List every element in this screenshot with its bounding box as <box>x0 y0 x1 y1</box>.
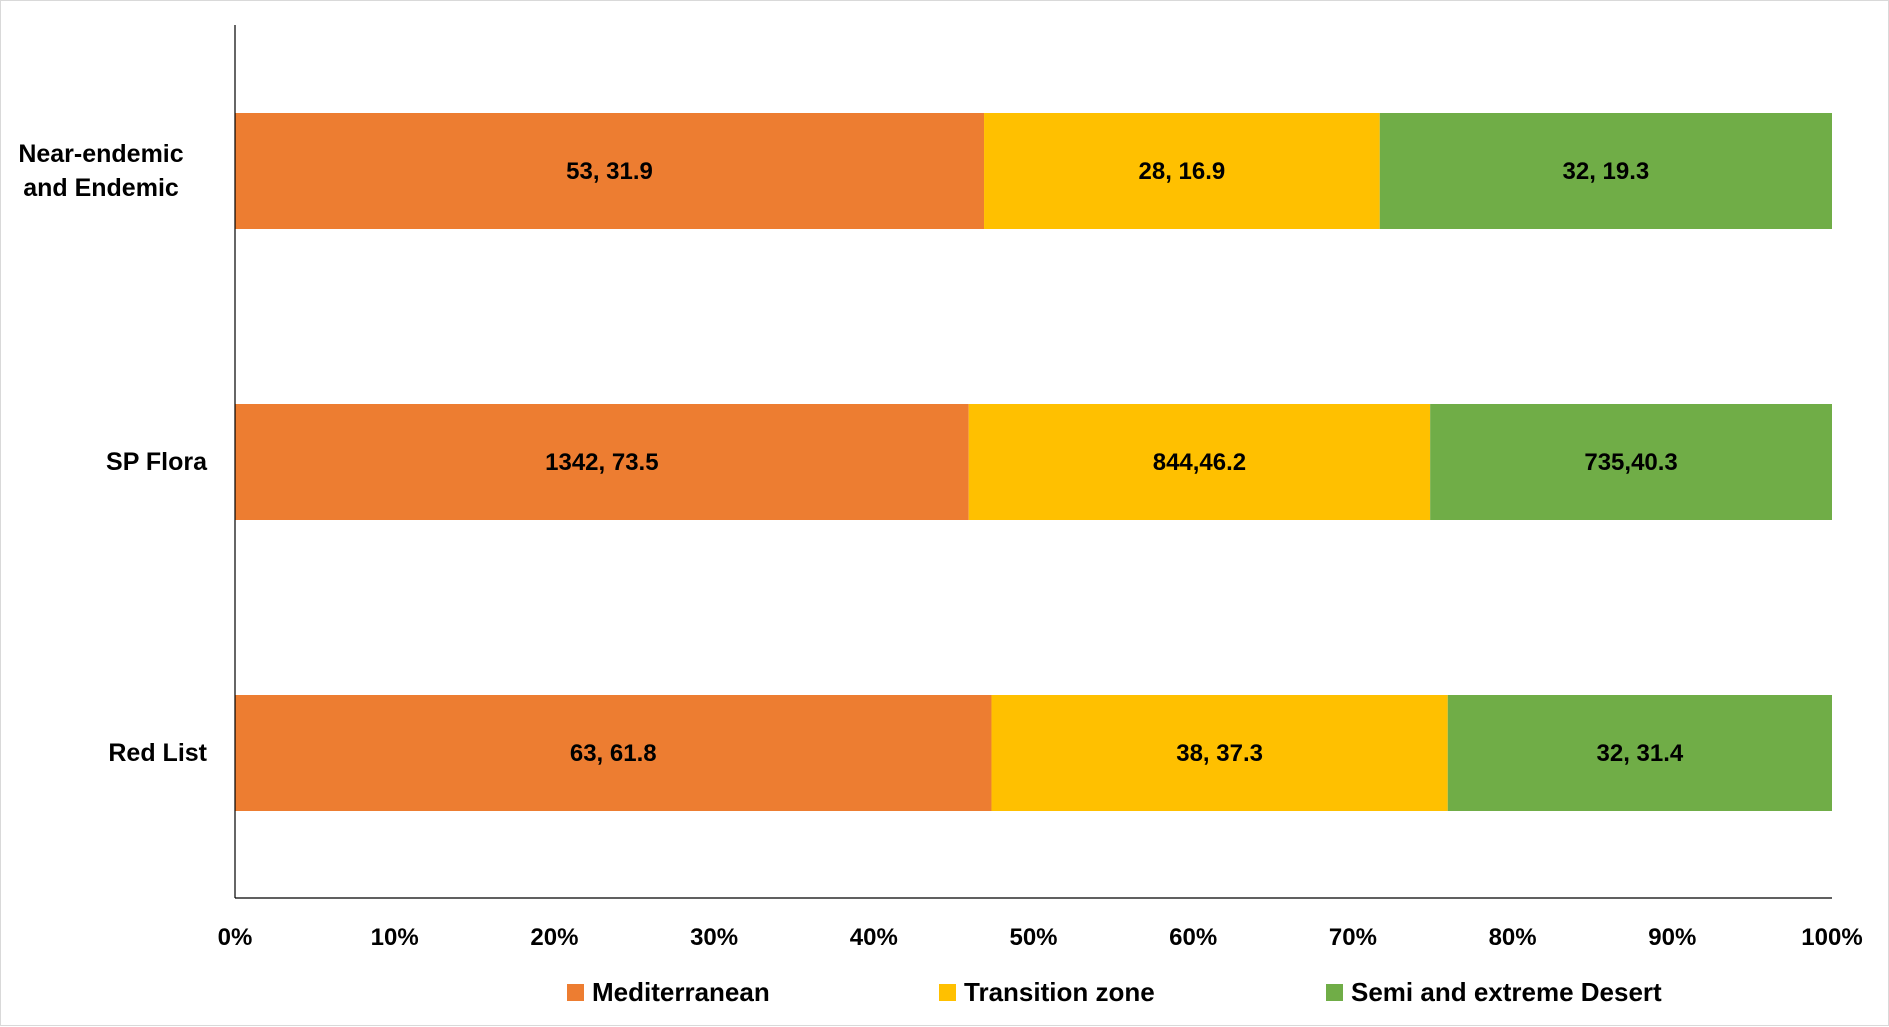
bar-segment-2-3 <box>991 695 1448 811</box>
x-tick-label: 90% <box>1648 924 1696 951</box>
x-tick-label: 30% <box>690 924 738 951</box>
x-tick-label: 100% <box>1801 924 1862 951</box>
legend-swatch-3 <box>1326 984 1343 1001</box>
legend: Mediterranean Transition zone Semi and ext… <box>567 977 1662 1007</box>
bar-segment-3-3 <box>1447 695 1832 811</box>
category-label-1: Near-endemic and Endemic <box>18 140 183 202</box>
data-label-3-2: 735,40.3 <box>1584 449 1677 476</box>
category-labels: Near-endemic and Endemic SP Flora Red List <box>18 140 208 767</box>
bar-segment-3-1 <box>1379 113 1832 229</box>
bar-segment-1-2 <box>235 404 969 520</box>
x-tick-label: 40% <box>850 924 898 951</box>
x-tick-label: 70% <box>1329 924 1377 951</box>
category-label-line: Near-endemic <box>18 140 183 168</box>
legend-label-1: Mediterranean <box>592 977 770 1007</box>
bar-segment-1-1 <box>235 113 985 229</box>
data-label-1-3: 63, 61.8 <box>570 740 657 767</box>
x-tick-label: 60% <box>1169 924 1217 951</box>
bars-layer <box>235 113 1832 811</box>
legend-swatch-2 <box>939 984 956 1001</box>
legend-label-3: Semi and extreme Desert <box>1351 977 1662 1007</box>
data-label-1-1: 53, 31.9 <box>566 158 653 185</box>
bar-segment-1-3 <box>235 695 992 811</box>
data-label-1-2: 1342, 73.5 <box>545 449 658 476</box>
legend-swatch-1 <box>567 984 584 1001</box>
data-label-2-2: 844,46.2 <box>1153 449 1246 476</box>
bar-segment-2-2 <box>968 404 1431 520</box>
category-label-line: Red List <box>108 739 207 767</box>
category-label-3: Red List <box>108 739 207 767</box>
data-labels-layer: 53, 31.9 28, 16.9 32, 19.3 1342, 73.5 844,46… <box>545 158 1684 767</box>
data-label-3-1: 32, 19.3 <box>1563 158 1650 185</box>
legend-label-2: Transition zone <box>964 977 1155 1007</box>
x-tick-labels: 0% 10% 20% 30% 40% 50% 60% 70% 80% 90% 100% <box>218 924 1863 951</box>
bar-segment-2-1 <box>984 113 1380 229</box>
data-label-3-3: 32, 31.4 <box>1597 740 1684 767</box>
category-label-line: SP Flora <box>106 448 208 476</box>
category-label-2: SP Flora <box>106 448 208 476</box>
x-tick-label: 20% <box>530 924 578 951</box>
category-label-line: and Endemic <box>23 174 179 202</box>
x-tick-label: 50% <box>1009 924 1057 951</box>
x-tick-label: 10% <box>371 924 419 951</box>
bar-segment-3-2 <box>1430 404 1832 520</box>
data-label-2-3: 38, 37.3 <box>1176 740 1263 767</box>
data-label-2-1: 28, 16.9 <box>1139 158 1226 185</box>
x-tick-label: 0% <box>218 924 253 951</box>
x-tick-label: 80% <box>1489 924 1537 951</box>
